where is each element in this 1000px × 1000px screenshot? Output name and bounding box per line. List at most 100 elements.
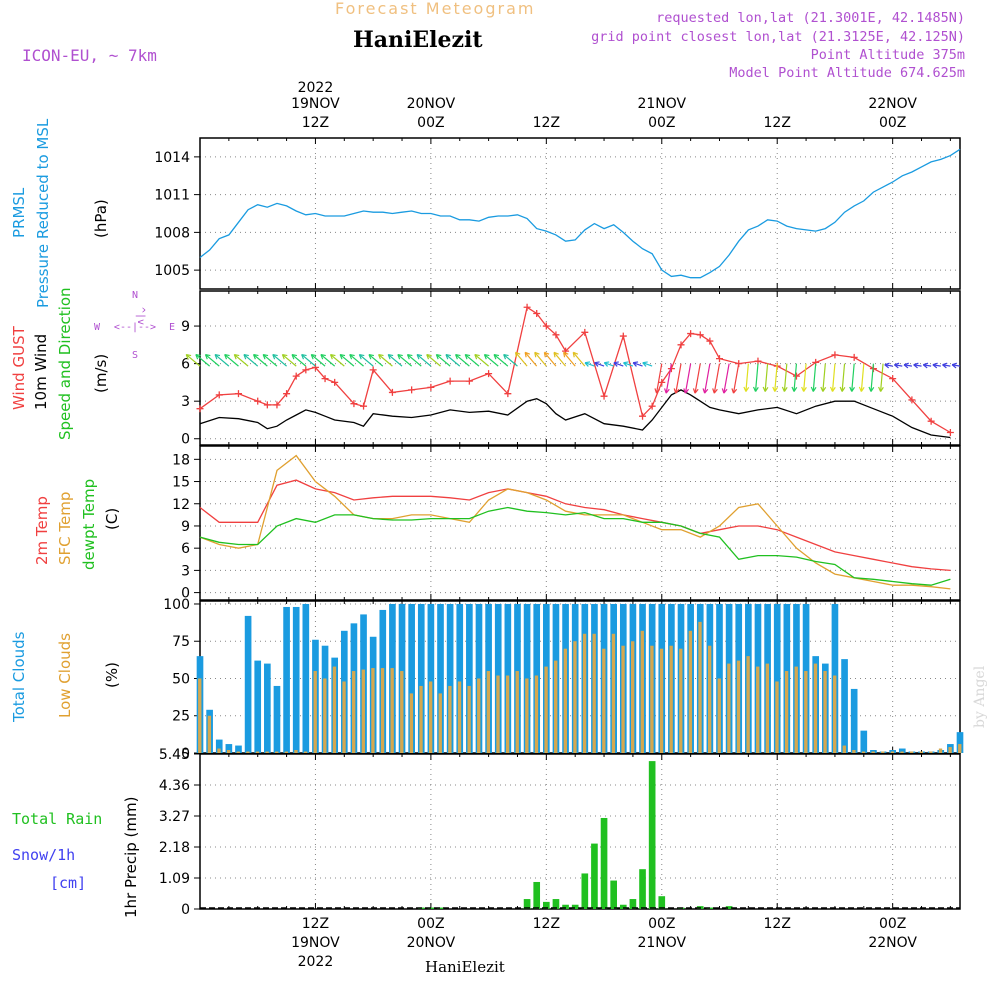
wind-arrow-head [642, 361, 648, 367]
total-cloud-bar [244, 615, 252, 753]
wind-arrow [754, 363, 759, 392]
total-cloud-bar [466, 603, 473, 753]
low-cloud-bar [582, 633, 587, 753]
low-cloud-bar [217, 748, 221, 753]
low-cloud-bar [765, 663, 770, 753]
wind-arrow-head [942, 362, 948, 369]
low-cloud-bar [515, 671, 519, 753]
low-cloud-bar [804, 671, 808, 753]
low-cloud-bar [852, 750, 856, 753]
wind-arrow [942, 364, 951, 367]
wind-line [199, 389, 951, 439]
bottom-time-label: 12Z [764, 916, 791, 932]
gust-marker [677, 341, 685, 349]
pressure-ytick-label: 1014 [154, 150, 190, 166]
wind-arrow-head [829, 386, 836, 392]
wind-arrow-head [692, 388, 699, 394]
pressure-labels: PRMSL Pressure Reduced to MSL (hPa) [10, 118, 110, 308]
precip-labels: Total Rain Snow/1h [cm] 1hr Precip (mm) [12, 797, 140, 918]
wind-arrow [484, 354, 499, 367]
wind-arrow-head [514, 351, 521, 358]
wind-arrow-head [683, 388, 690, 394]
footer-location: HaniElezit [425, 958, 505, 976]
wind-arrow [368, 354, 384, 367]
wind-arrow [301, 354, 316, 367]
wind-arrow-head [339, 353, 346, 360]
bottom-time-label: 00Z [648, 916, 675, 932]
wind-arrow [675, 363, 682, 394]
gust-marker [302, 366, 310, 374]
low-cloud-bar [380, 668, 385, 753]
wind-arrow-head [455, 353, 461, 360]
wind-arrow [349, 354, 364, 367]
rain-bar [600, 817, 608, 909]
temp-ytick-label: 0 [181, 586, 190, 602]
wind-arrow-head [397, 353, 403, 360]
wind-arrow-head [185, 353, 192, 360]
wind-arrow-head [310, 353, 317, 360]
rain-bar [523, 899, 531, 909]
wind-arrow-head [791, 386, 798, 392]
wind-arrow [224, 354, 239, 367]
low-cloud-bar [265, 751, 269, 753]
wind-gust-label: Wind GUST [10, 325, 28, 410]
top-time-label: 21NOV [637, 96, 686, 112]
bottom-time-label: 00Z [879, 916, 906, 932]
low-cloud-bar [611, 633, 616, 753]
gust-marker [706, 337, 714, 345]
gust-marker [754, 357, 762, 365]
low-cloud-bar [813, 663, 818, 753]
wind-arrow [803, 363, 807, 392]
low-cloud-bar [948, 747, 952, 753]
header-grid-point: grid point closest lon,lat (21.3125E, 42… [591, 29, 965, 45]
cloud-total-label: Total Clouds [10, 631, 28, 723]
rain-bar [610, 880, 617, 909]
wind-arrow [474, 354, 489, 367]
wind-arrow-head [233, 353, 240, 360]
low-cloud-bar [467, 685, 471, 753]
gust-marker [465, 377, 473, 385]
low-cloud-bar [909, 751, 914, 753]
wind-arrow [282, 354, 297, 367]
wind-arrow-head [781, 386, 788, 392]
gust-marker [234, 390, 242, 398]
wind-arrow [358, 354, 374, 367]
total-cloud-bar [235, 745, 242, 753]
wind-arrow [932, 364, 941, 367]
wind-arrow-head [445, 353, 451, 360]
header-location: HaniElezit [353, 27, 483, 53]
temp-ytick-label: 9 [181, 519, 190, 535]
temp-ytick-label: 3 [181, 563, 190, 579]
wind-arrow-head [358, 353, 365, 360]
wind-arrow [543, 351, 557, 367]
gust-marker [658, 378, 666, 386]
compass-e: E [169, 322, 175, 333]
clouds-ytick-label: 25 [172, 709, 190, 725]
header-point-altitude: Point Altitude 375m [811, 47, 965, 63]
total-cloud-bar [264, 663, 271, 753]
wind-arrow-head [368, 353, 375, 360]
wind-arrow [713, 363, 721, 394]
gust-marker [889, 375, 897, 383]
wind-ytick-label: 9 [181, 319, 190, 335]
precip-ytick-label: 1.09 [159, 871, 190, 887]
rain-bar [591, 843, 598, 909]
top-time-label: 00Z [417, 115, 444, 131]
wind-arrow-head [426, 353, 432, 360]
wind-arrow [435, 354, 451, 367]
rain-bar [648, 761, 656, 909]
wind-arrow-head [262, 353, 269, 360]
gust-marker [350, 400, 358, 408]
wind-arrow [205, 354, 220, 367]
total-cloud-bar [225, 744, 233, 753]
wind-arrow-head [894, 362, 900, 369]
low-cloud-bar [563, 648, 567, 753]
low-cloud-bar [746, 656, 750, 753]
low-cloud-bar [294, 750, 298, 753]
wind-arrow-head [922, 362, 929, 369]
total-cloud-bar [254, 660, 262, 753]
rain-bar [629, 899, 637, 909]
gust-marker [908, 396, 916, 404]
wind-arrow-head [281, 353, 288, 360]
